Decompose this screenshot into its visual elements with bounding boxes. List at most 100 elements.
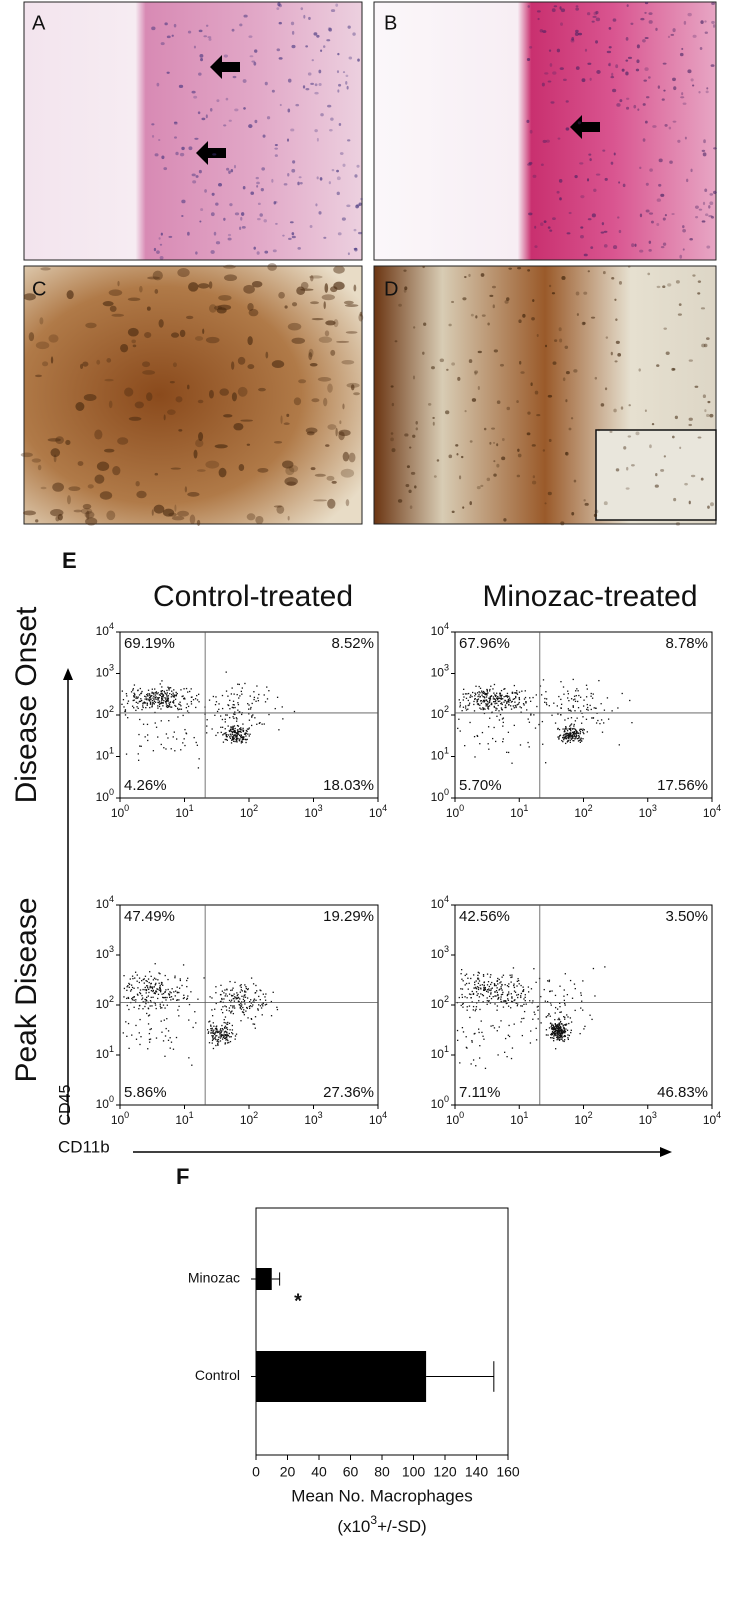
event-dot [511,700,513,703]
event-dot [568,738,570,740]
event-dot [226,1042,229,1044]
y-tick-label: 100 [431,1094,449,1111]
event-dot [158,972,160,974]
event-dot [195,706,197,709]
event-dot [153,699,155,701]
event-dot [473,1033,475,1035]
event-dot [574,732,576,734]
texture [595,40,599,44]
event-dot [548,979,551,981]
texture [196,519,201,526]
event-dot [563,1035,565,1038]
event-dot [512,698,514,700]
texture [581,78,586,83]
event-dot [138,733,140,736]
texture [499,363,504,367]
texture [394,340,398,343]
texture [595,17,601,22]
event-dot [486,703,488,705]
texture [584,48,588,52]
event-dot [224,1031,226,1033]
event-dot [139,687,141,690]
event-dot [258,1004,260,1006]
event-dot [545,762,547,764]
y-tick-label: 103 [96,663,114,680]
event-dot [136,974,138,976]
event-dot [147,739,149,742]
event-dot [515,697,517,699]
event-dot [222,1034,224,1037]
texture [703,343,708,348]
event-dot [459,706,461,708]
event-dot [617,707,619,709]
texture [613,152,616,156]
texture [565,370,570,375]
event-dot [150,975,152,978]
event-dot [251,1005,253,1008]
event-dot [494,703,496,705]
texture [662,217,666,221]
texture [315,203,318,207]
event-dot [153,693,155,695]
event-dot [246,988,249,991]
event-dot [252,983,255,985]
event-dot [486,690,488,692]
texture [204,189,207,193]
event-dot [553,1033,555,1035]
event-dot [559,735,561,737]
texture [255,176,259,180]
texture [195,175,199,178]
event-dot [160,990,162,992]
event-dot [171,693,173,696]
event-dot [507,731,510,733]
event-dot [539,685,542,687]
texture [586,178,590,182]
texture [669,160,673,164]
texture [673,368,676,371]
event-dot [193,736,195,739]
event-dot [480,987,482,989]
tick-base: 10 [96,1097,110,1111]
event-dot [141,690,143,693]
texture [272,249,277,253]
texture [238,463,245,471]
event-dot [149,999,152,1002]
texture [166,409,176,415]
event-dot [495,707,497,709]
texture [548,49,552,52]
event-dot [157,692,159,694]
event-dot [507,999,510,1001]
texture [617,353,622,357]
event-dot [174,977,176,979]
event-dot [163,747,165,749]
event-dot [222,1029,224,1031]
texture [234,212,240,216]
event-dot [544,1000,546,1002]
event-dot [558,738,560,740]
event-dot [480,993,482,995]
event-dot [563,1031,565,1033]
event-dot [153,977,156,979]
texture [320,49,323,53]
event-dot [233,729,235,732]
event-dot [563,737,565,740]
event-dot [570,698,573,700]
tick-exp: 4 [444,621,449,631]
texture [637,108,640,111]
event-dot [187,977,189,979]
event-dot [478,996,481,998]
event-dot [553,1031,555,1034]
event-dot [140,698,142,700]
event-dot [194,1011,196,1013]
event-dot [506,985,509,987]
event-dot [167,1039,170,1041]
event-dot [489,717,491,719]
x-tick-label: 103 [304,803,322,820]
event-dot [574,987,576,990]
event-dot [493,983,496,985]
texture [565,100,569,103]
event-dot [556,1027,558,1030]
event-dot [155,978,157,980]
event-dot [176,992,179,994]
texture [314,91,319,95]
